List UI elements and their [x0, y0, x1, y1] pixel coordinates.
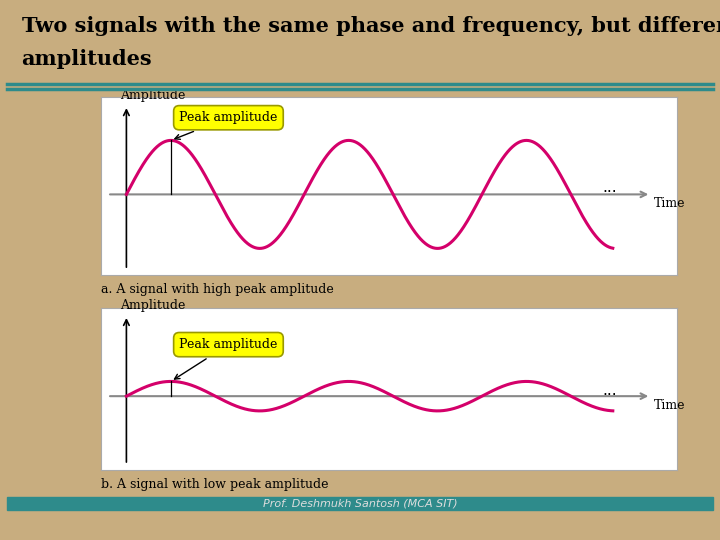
Text: Time: Time	[654, 399, 685, 411]
Text: Two signals with the same phase and frequency, but different: Two signals with the same phase and freq…	[22, 16, 720, 36]
Text: Amplitude: Amplitude	[120, 299, 185, 312]
Text: a. A signal with high peak amplitude: a. A signal with high peak amplitude	[101, 284, 333, 296]
Text: ...: ...	[603, 180, 617, 195]
Text: amplitudes: amplitudes	[22, 49, 152, 69]
Text: Peak amplitude: Peak amplitude	[174, 338, 278, 379]
Text: Prof. Deshmukh Santosh (MCA SIT): Prof. Deshmukh Santosh (MCA SIT)	[263, 499, 457, 509]
Text: Time: Time	[654, 197, 685, 210]
Text: Peak amplitude: Peak amplitude	[175, 111, 278, 139]
Text: Amplitude: Amplitude	[120, 89, 185, 102]
Text: ...: ...	[603, 383, 617, 398]
Text: b. A signal with low peak amplitude: b. A signal with low peak amplitude	[101, 478, 328, 491]
